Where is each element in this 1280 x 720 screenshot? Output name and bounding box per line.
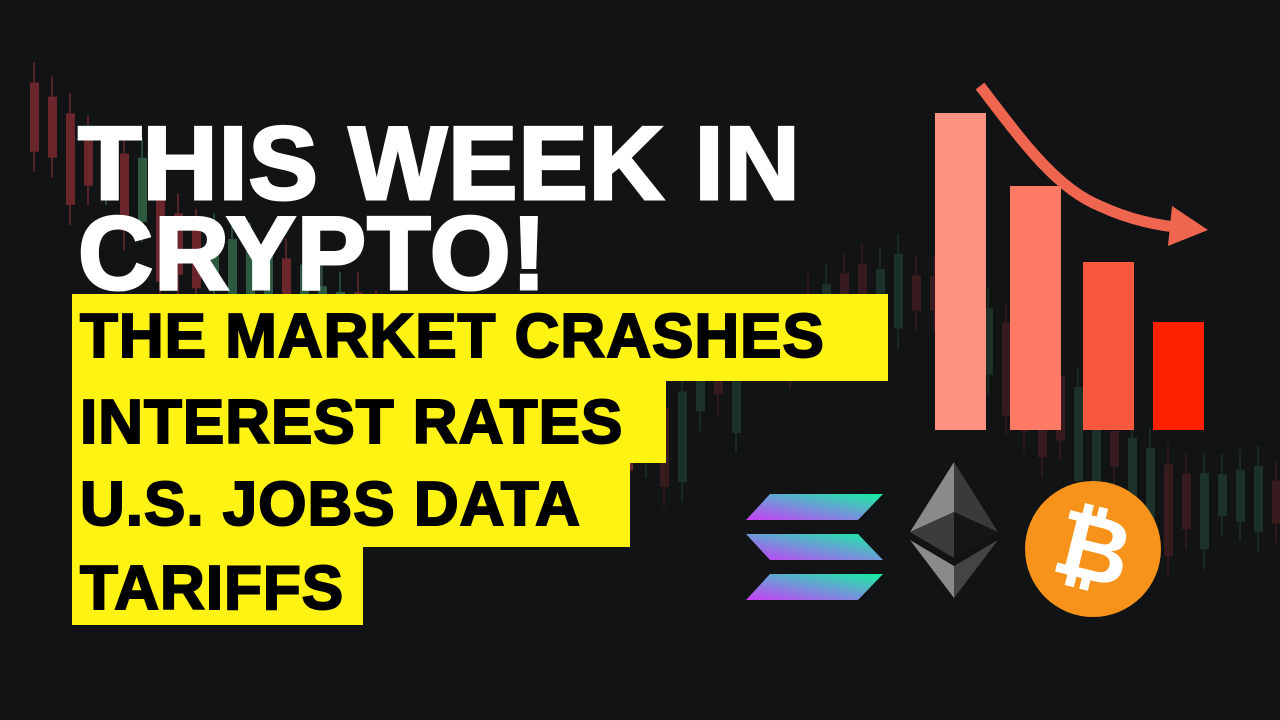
candlestick — [192, 209, 201, 309]
trend-bar — [1010, 185, 1061, 430]
trend-bar — [1153, 322, 1204, 430]
candlestick — [1272, 460, 1280, 544]
candlestick — [174, 193, 183, 295]
candlestick — [48, 76, 57, 178]
topic-interest-rates: INTEREST RATES — [72, 380, 666, 463]
candlestick — [102, 129, 111, 206]
candlestick — [84, 115, 93, 206]
candlestick — [1218, 454, 1227, 536]
candlestick — [894, 233, 903, 349]
candlestick — [678, 371, 687, 503]
candlestick — [210, 213, 219, 303]
candlestick — [912, 255, 921, 331]
topic-tariffs: TARIFFS — [72, 546, 363, 625]
bitcoin-logo-icon: ₿ — [1025, 481, 1161, 617]
candlestick — [1182, 453, 1191, 550]
down-trend-arrow-icon — [975, 82, 1208, 246]
solana-logo-icon — [746, 494, 883, 600]
candlestick — [1164, 444, 1173, 577]
candlestick — [1002, 302, 1011, 436]
headline-line-1: THIS WEEK IN — [77, 106, 802, 222]
topic-market-crashes: THE MARKET CRASHES — [72, 294, 888, 381]
candlestick — [1074, 366, 1083, 501]
candlestick — [156, 165, 165, 302]
topic-jobs-data: U.S. JOBS DATA — [72, 462, 630, 547]
candlestick — [1200, 453, 1209, 570]
trend-bar — [1083, 261, 1134, 430]
candlestick — [66, 93, 75, 225]
ethereum-logo-icon — [910, 462, 998, 598]
candlestick — [1254, 445, 1263, 552]
candlestick — [984, 287, 993, 395]
candlestick — [120, 133, 129, 251]
candlestick — [930, 255, 939, 331]
candlestick — [1236, 449, 1245, 542]
candlestick — [30, 62, 39, 172]
headline-line-2: CRYPTO! — [76, 196, 548, 312]
trend-bar — [935, 113, 986, 430]
candlestick — [138, 137, 147, 242]
